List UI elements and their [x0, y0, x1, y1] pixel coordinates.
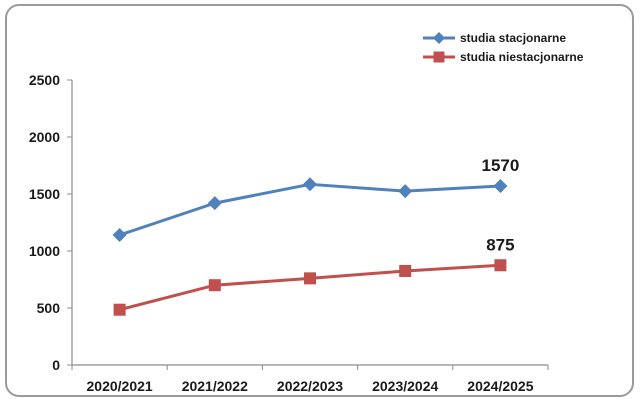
data-point-studia-niestacjonarne: [494, 259, 507, 272]
data-point-studia-stacjonarne: [303, 177, 317, 192]
legend-marker: [433, 32, 445, 44]
y-tick-label: 2500: [29, 72, 60, 88]
x-tick-label: 2023/2024: [372, 378, 438, 394]
data-label-studia-stacjonarne: 1570: [481, 156, 519, 175]
series-line-studia-niestacjonarne: [119, 263, 501, 312]
data-point-studia-niestacjonarne: [113, 303, 126, 316]
series-layer: [112, 177, 508, 316]
x-tick-label: 2022/2023: [277, 378, 343, 394]
data-point-studia-stacjonarne: [493, 179, 508, 194]
data-point-studia-stacjonarne: [398, 184, 413, 199]
x-tick-label: 2021/2022: [182, 378, 248, 394]
x-axis-ticks: 2020/2021 2021/2022 2022/2023 2023/2024 2024…: [71, 365, 549, 394]
y-tick-label: 2000: [29, 129, 60, 145]
chart-frame: [5, 4, 634, 397]
legend-label: studia niestacjonarne: [460, 50, 584, 64]
data-labels: 1570 875: [481, 156, 519, 254]
x-tick-label: 2020/2021: [87, 378, 153, 394]
x-tick-label: 2024/2025: [467, 378, 533, 394]
data-point-studia-stacjonarne: [207, 196, 222, 211]
y-tick-label: 1500: [29, 186, 60, 202]
data-point-studia-niestacjonarne: [208, 279, 221, 292]
data-point-studia-niestacjonarne: [304, 272, 316, 285]
chart-axes: [71, 80, 548, 366]
y-tick-label: 1000: [29, 243, 60, 259]
legend-label: studia stacjonarne: [460, 31, 566, 45]
series-line-studia-stacjonarne: [119, 182, 501, 237]
data-point-studia-niestacjonarne: [399, 264, 412, 277]
legend: studia stacjonarne studia niestacjonarne: [423, 31, 584, 64]
y-tick-label: 0: [52, 357, 60, 373]
data-label-studia-niestacjonarne: 875: [486, 235, 514, 254]
data-point-studia-stacjonarne: [112, 228, 127, 243]
y-axis-ticks: 0 500 1000 1500 2000 2500: [29, 72, 72, 373]
legend-marker: [433, 51, 445, 63]
y-tick-label: 500: [37, 300, 61, 316]
